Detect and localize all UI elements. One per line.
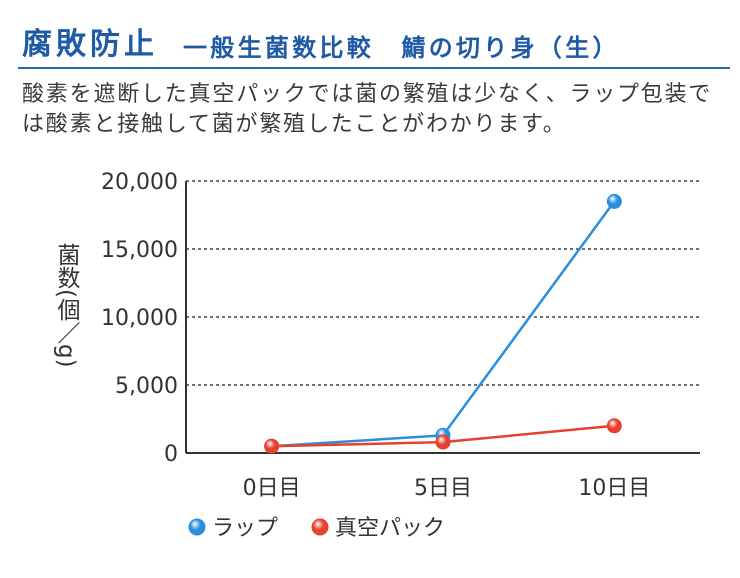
description: 酸素を遮断した真空パックでは菌の繁殖は少なく、ラップ包装で は酸素と接触して菌が… xyxy=(22,80,712,140)
x-tick-label: 10日目 xyxy=(578,476,650,501)
y-tick-label: 20,000 xyxy=(101,170,178,195)
legend-item: 真空パック xyxy=(311,516,445,541)
data-point xyxy=(264,438,280,454)
series-line xyxy=(271,200,616,448)
series-2 xyxy=(264,418,622,454)
y-tick-label: 0 xyxy=(164,442,178,467)
page-subtitle: 一般生菌数比較 鯖の切り身（生） xyxy=(183,34,620,62)
y-axis-label: 菌数(個／g) xyxy=(53,243,79,368)
legend-marker xyxy=(188,518,206,536)
y-tick-label: 10,000 xyxy=(101,306,178,331)
legend-item: ラップ xyxy=(188,516,278,541)
x-tick-label: 0日目 xyxy=(243,476,301,501)
data-point xyxy=(435,434,451,450)
x-tick-label: 5日目 xyxy=(414,476,472,501)
x-tick-labels: 0日目 5日目 10日目 xyxy=(243,476,651,501)
gridlines xyxy=(186,180,700,386)
page-title: 腐敗防止 xyxy=(22,27,158,62)
legend-marker xyxy=(311,518,329,536)
legend-label: 真空パック xyxy=(335,516,445,541)
title-underline xyxy=(18,67,730,69)
y-tick-label: 15,000 xyxy=(101,238,178,263)
y-tick-label: 5,000 xyxy=(115,374,178,399)
page-header: 腐敗防止 一般生菌数比較 鯖の切り身（生） xyxy=(0,0,740,70)
series-1 xyxy=(264,193,622,454)
legend-label: ラップ xyxy=(212,516,278,541)
y-tick-labels: 0 5,000 10,000 15,000 20,000 xyxy=(101,170,178,467)
description-line: 酸素を遮断した真空パックでは菌の繁殖は少なく、ラップ包装で xyxy=(22,82,713,107)
data-point xyxy=(606,418,622,434)
legend: ラップ 真空パック xyxy=(188,516,445,541)
data-point xyxy=(606,193,622,209)
description-line: は酸素と接触して菌が繁殖したことがわかります。 xyxy=(22,112,567,137)
